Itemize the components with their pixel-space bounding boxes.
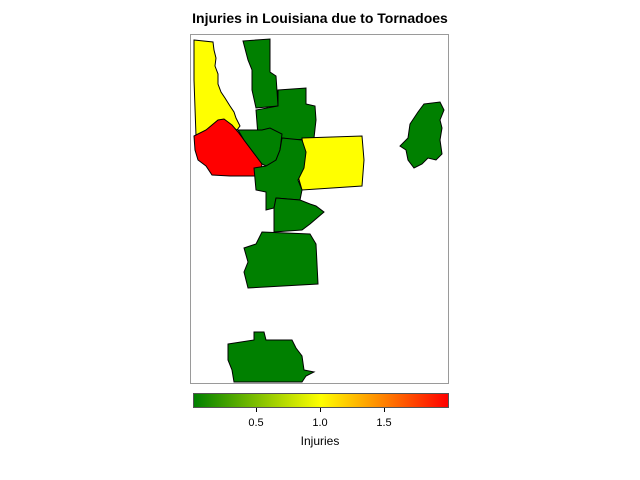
region-central-parish-d[interactable] bbox=[273, 197, 325, 233]
region-east-central-parish[interactable] bbox=[297, 135, 365, 191]
colorbar-tick-label-0: 0.5 bbox=[248, 417, 264, 429]
chart-title: Injuries in Louisiana due to Tornadoes bbox=[192, 10, 448, 26]
region-eastern-parish[interactable] bbox=[399, 101, 445, 169]
region-southern-parish[interactable] bbox=[227, 331, 316, 383]
colorbar-tick-0 bbox=[256, 408, 257, 412]
region-south-central-parish[interactable] bbox=[243, 231, 319, 289]
colorbar-tick-1 bbox=[320, 408, 321, 412]
colorbar-tick-2 bbox=[384, 408, 385, 412]
colorbar-tick-label-1: 1.0 bbox=[312, 417, 328, 429]
colorbar-tick-label-2: 1.5 bbox=[376, 417, 392, 429]
colorbar bbox=[193, 393, 449, 408]
region-northern-parish[interactable] bbox=[242, 38, 279, 109]
colorbar-label: Injuries bbox=[300, 434, 340, 448]
